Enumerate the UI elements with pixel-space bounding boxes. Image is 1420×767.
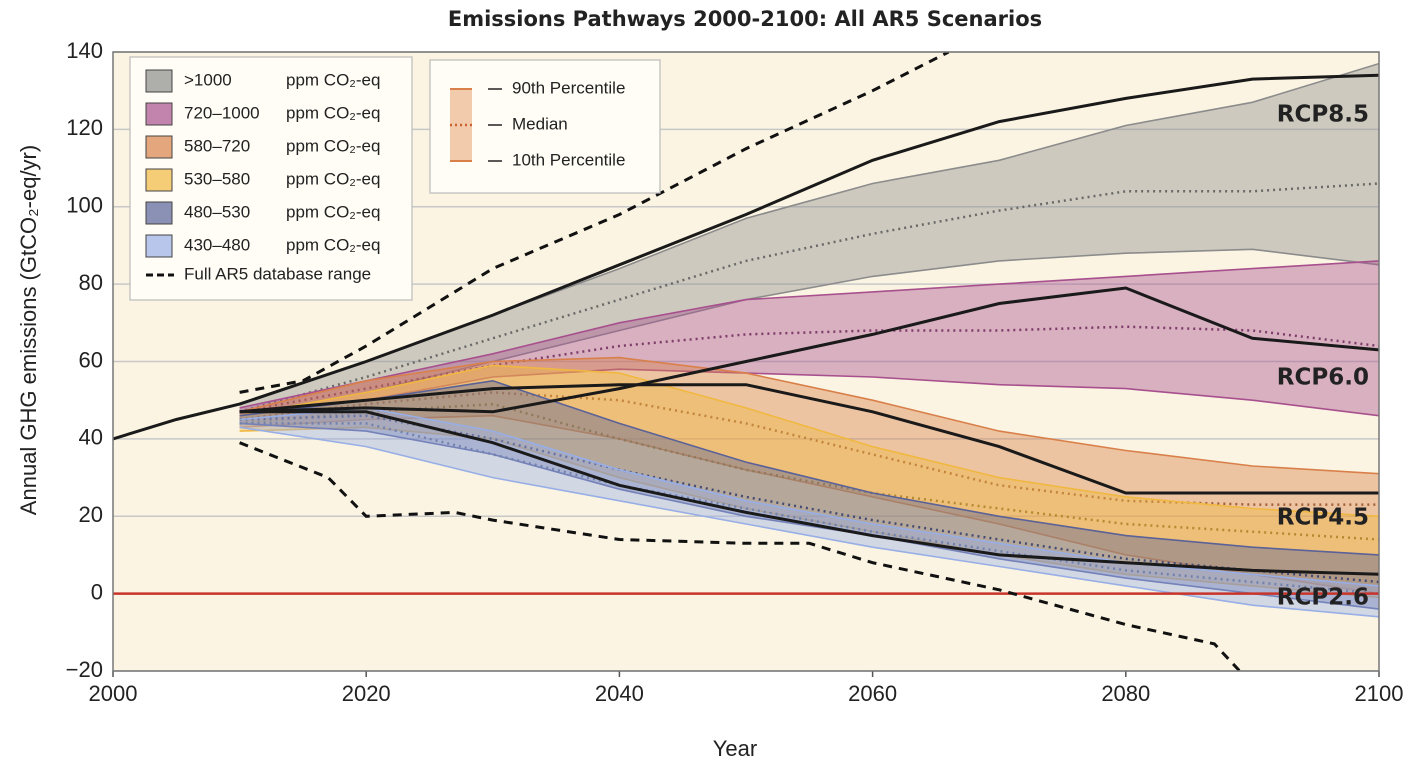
legend-swatch bbox=[145, 69, 173, 93]
legend-label: 720–1000 bbox=[184, 103, 260, 122]
x-tick-label: 2080 bbox=[1101, 681, 1150, 706]
band-p90-line bbox=[239, 379, 1379, 556]
y-tick-label: 140 bbox=[66, 38, 103, 63]
plot-layer bbox=[113, 52, 1379, 671]
band-p10-line bbox=[239, 414, 1379, 595]
range-line bbox=[239, 52, 950, 394]
chart-title: Emissions Pathways 2000-2100: All AR5 Sc… bbox=[448, 7, 1042, 31]
legend-label: 10th Percentile bbox=[512, 150, 625, 169]
y-tick-label: −20 bbox=[66, 657, 103, 682]
legend-swatch bbox=[145, 135, 173, 159]
band-p90-line bbox=[239, 260, 1379, 409]
x-tick-label: 2040 bbox=[595, 681, 644, 706]
legend-swatch bbox=[145, 102, 173, 126]
legend-label: Full AR5 database range bbox=[184, 264, 371, 283]
legend-label: 430–480 bbox=[184, 235, 250, 254]
band-area bbox=[239, 357, 1379, 594]
y-tick-label: 100 bbox=[66, 193, 103, 218]
legend-swatch bbox=[145, 234, 173, 258]
band-area bbox=[239, 63, 1379, 416]
band-area bbox=[239, 407, 1379, 617]
y-tick-label: 60 bbox=[79, 347, 103, 372]
plot-frame bbox=[112, 51, 1380, 672]
legend-label: Median bbox=[512, 114, 568, 133]
legend-label: >1000 bbox=[184, 70, 232, 89]
y-tick-label: 20 bbox=[79, 502, 103, 527]
rcp-line bbox=[239, 410, 1379, 576]
rcp-line bbox=[239, 383, 1379, 495]
band-p10-line bbox=[239, 422, 1379, 610]
legend-label: 580–720 bbox=[184, 136, 250, 155]
band-p10-line bbox=[239, 426, 1379, 599]
band-p10-line bbox=[239, 426, 1379, 618]
rcp-label: RCP8.5 bbox=[1277, 102, 1369, 128]
rcp-label: RCP4.5 bbox=[1277, 505, 1369, 531]
legend-unit: ppm CO₂-eq bbox=[286, 202, 380, 221]
rcp-label: RCP2.6 bbox=[1277, 585, 1369, 611]
legend-swatch bbox=[145, 168, 173, 192]
range-line bbox=[239, 441, 1241, 671]
band-area bbox=[239, 365, 1379, 598]
x-tick-label: 2060 bbox=[848, 681, 897, 706]
legend-unit: ppm CO₂-eq bbox=[286, 136, 380, 155]
legend-label: 480–530 bbox=[184, 202, 250, 221]
y-tick-label: 120 bbox=[66, 115, 103, 140]
band-p90-line bbox=[239, 407, 1379, 587]
legend-unit: ppm CO₂-eq bbox=[286, 103, 380, 122]
band-p90-line bbox=[239, 364, 1379, 518]
legend-swatch bbox=[145, 201, 173, 225]
rcp-line bbox=[113, 73, 1379, 441]
y-axis-title: Annual GHG emissions (GtCO₂-eq/yr) bbox=[16, 145, 41, 515]
x-tick-label: 2000 bbox=[89, 681, 138, 706]
x-axis-title: Year bbox=[713, 736, 757, 761]
legend-box bbox=[129, 56, 413, 301]
x-tick-label: 2020 bbox=[342, 681, 391, 706]
x-tick-label: 2100 bbox=[1355, 681, 1404, 706]
band-area bbox=[239, 260, 1379, 416]
rcp-line bbox=[239, 286, 1379, 414]
band-p90-line bbox=[239, 356, 1379, 475]
band-area bbox=[239, 380, 1379, 610]
legend-label: 90th Percentile bbox=[512, 78, 625, 97]
legend-label: 530–580 bbox=[184, 169, 250, 188]
y-tick-label: 0 bbox=[91, 579, 103, 604]
legend-unit: ppm CO₂-eq bbox=[286, 235, 380, 254]
legend-unit: ppm CO₂-eq bbox=[286, 169, 380, 188]
band-median-line bbox=[239, 325, 1379, 414]
y-tick-label: 40 bbox=[79, 425, 103, 450]
rcp-label: RCP6.0 bbox=[1277, 365, 1369, 391]
band-p10-line bbox=[239, 368, 1379, 417]
y-tick-label: 80 bbox=[79, 270, 103, 295]
legend-unit: ppm CO₂-eq bbox=[286, 70, 380, 89]
